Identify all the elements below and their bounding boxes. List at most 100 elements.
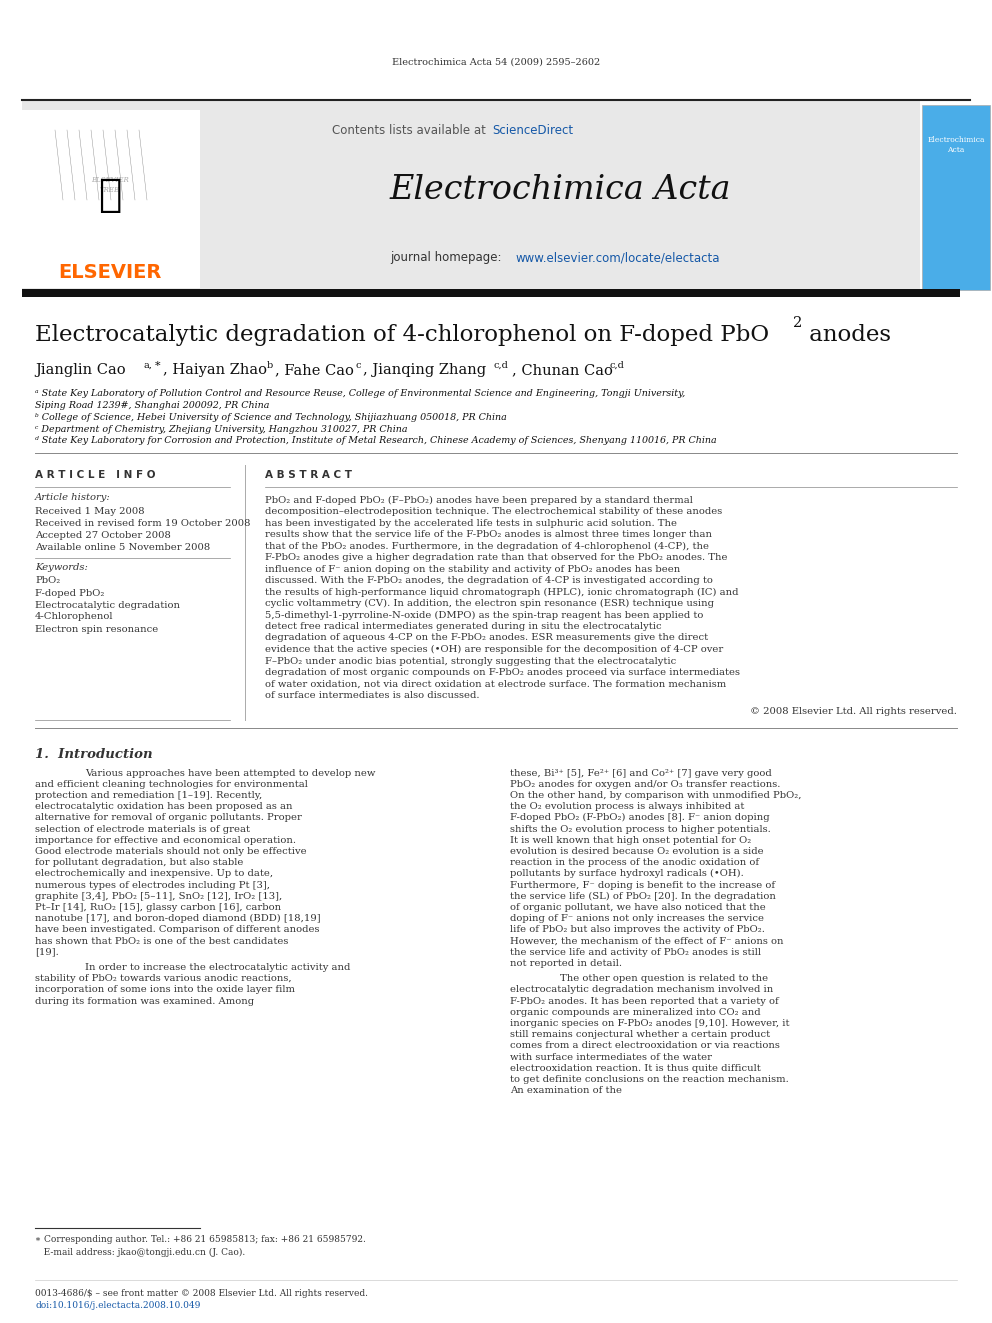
Text: Electrocatalytic degradation: Electrocatalytic degradation xyxy=(35,601,180,610)
Text: evidence that the active species (•OH) are responsible for the decomposition of : evidence that the active species (•OH) a… xyxy=(265,644,723,654)
Text: Electrochimica Acta: Electrochimica Acta xyxy=(389,175,731,206)
Text: F-PbO₂ anodes give a higher degradation rate than that observed for the PbO₂ ano: F-PbO₂ anodes give a higher degradation … xyxy=(265,553,727,562)
Text: 2: 2 xyxy=(793,316,803,329)
Text: and efficient cleaning technologies for environmental: and efficient cleaning technologies for … xyxy=(35,779,308,789)
Text: Electrocatalytic degradation of 4-chlorophenol on F-doped PbO: Electrocatalytic degradation of 4-chloro… xyxy=(35,324,769,347)
Text: selection of electrode materials is of great: selection of electrode materials is of g… xyxy=(35,824,250,833)
Text: reaction in the process of the anodic oxidation of: reaction in the process of the anodic ox… xyxy=(510,859,759,867)
Text: comes from a direct electrooxidation or via reactions: comes from a direct electrooxidation or … xyxy=(510,1041,780,1050)
Text: the service life (SL) of PbO₂ [20]. In the degradation: the service life (SL) of PbO₂ [20]. In t… xyxy=(510,892,776,901)
Text: pollutants by surface hydroxyl radicals (•OH).: pollutants by surface hydroxyl radicals … xyxy=(510,869,744,878)
Text: life of PbO₂ but also improves the activity of PbO₂.: life of PbO₂ but also improves the activ… xyxy=(510,925,765,934)
Text: shifts the O₂ evolution process to higher potentials.: shifts the O₂ evolution process to highe… xyxy=(510,824,771,833)
Text: organic compounds are mineralized into CO₂ and: organic compounds are mineralized into C… xyxy=(510,1008,761,1016)
Text: 🌿: 🌿 xyxy=(98,176,122,214)
Text: Received 1 May 2008: Received 1 May 2008 xyxy=(35,507,145,516)
Text: influence of F⁻ anion doping on the stability and activity of PbO₂ anodes has be: influence of F⁻ anion doping on the stab… xyxy=(265,565,681,573)
Text: ∗: ∗ xyxy=(154,359,162,369)
Text: PbO₂: PbO₂ xyxy=(35,577,61,586)
Text: ᵇ College of Science, Hebei University of Science and Technology, Shijiazhuang 0: ᵇ College of Science, Hebei University o… xyxy=(35,413,507,422)
Text: discussed. With the F-PbO₂ anodes, the degradation of 4-CP is investigated accor: discussed. With the F-PbO₂ anodes, the d… xyxy=(265,576,713,585)
Text: On the other hand, by comparison with unmodified PbO₂,: On the other hand, by comparison with un… xyxy=(510,791,802,800)
Text: the O₂ evolution process is always inhibited at: the O₂ evolution process is always inhib… xyxy=(510,802,744,811)
Text: ∗ Corresponding author. Tel.: +86 21 65985813; fax: +86 21 65985792.: ∗ Corresponding author. Tel.: +86 21 659… xyxy=(35,1236,366,1245)
Text: ᵈ State Key Laboratory for Corrosion and Protection, Institute of Metal Research: ᵈ State Key Laboratory for Corrosion and… xyxy=(35,437,716,446)
Text: A R T I C L E   I N F O: A R T I C L E I N F O xyxy=(35,470,156,480)
Text: Available online 5 November 2008: Available online 5 November 2008 xyxy=(35,542,210,552)
Text: still remains conjectural whether a certain product: still remains conjectural whether a cert… xyxy=(510,1031,770,1039)
Text: detect free radical intermediates generated during in situ the electrocatalytic: detect free radical intermediates genera… xyxy=(265,622,662,631)
Text: protection and remediation [1–19]. Recently,: protection and remediation [1–19]. Recen… xyxy=(35,791,262,800)
Text: c,d: c,d xyxy=(494,360,509,369)
Text: importance for effective and economical operation.: importance for effective and economical … xyxy=(35,836,296,844)
Text: with surface intermediates of the water: with surface intermediates of the water xyxy=(510,1053,712,1061)
Text: 0013-4686/$ – see front matter © 2008 Elsevier Ltd. All rights reserved.: 0013-4686/$ – see front matter © 2008 El… xyxy=(35,1289,368,1298)
Text: a,: a, xyxy=(143,360,152,369)
Text: [19].: [19]. xyxy=(35,947,59,957)
Text: not reported in detail.: not reported in detail. xyxy=(510,959,622,968)
Text: Contents lists available at: Contents lists available at xyxy=(332,123,490,136)
Text: inorganic species on F-PbO₂ anodes [9,10]. However, it: inorganic species on F-PbO₂ anodes [9,10… xyxy=(510,1019,790,1028)
Text: Electron spin resonance: Electron spin resonance xyxy=(35,624,159,634)
Text: A B S T R A C T: A B S T R A C T xyxy=(265,470,352,480)
Text: that of the PbO₂ anodes. Furthermore, in the degradation of 4-chlorophenol (4-CP: that of the PbO₂ anodes. Furthermore, in… xyxy=(265,541,709,550)
Text: alternative for removal of organic pollutants. Proper: alternative for removal of organic pollu… xyxy=(35,814,302,823)
Text: Various approaches have been attempted to develop new: Various approaches have been attempted t… xyxy=(85,769,375,778)
Text: the service life and activity of PbO₂ anodes is still: the service life and activity of PbO₂ an… xyxy=(510,947,761,957)
Text: Siping Road 1239#, Shanghai 200092, PR China: Siping Road 1239#, Shanghai 200092, PR C… xyxy=(35,401,270,410)
Text: to get definite conclusions on the reaction mechanism.: to get definite conclusions on the react… xyxy=(510,1074,789,1084)
Text: © 2008 Elsevier Ltd. All rights reserved.: © 2008 Elsevier Ltd. All rights reserved… xyxy=(750,708,957,717)
Text: Furthermore, F⁻ doping is benefit to the increase of: Furthermore, F⁻ doping is benefit to the… xyxy=(510,881,775,889)
Text: anodes: anodes xyxy=(802,324,891,347)
Text: degradation of most organic compounds on F-PbO₂ anodes proceed via surface inter: degradation of most organic compounds on… xyxy=(265,668,740,677)
Text: Accepted 27 October 2008: Accepted 27 October 2008 xyxy=(35,531,171,540)
Text: , Haiyan Zhao: , Haiyan Zhao xyxy=(163,363,267,377)
Text: F-PbO₂ anodes. It has been reported that a variety of: F-PbO₂ anodes. It has been reported that… xyxy=(510,996,779,1005)
Text: electrooxidation reaction. It is thus quite difficult: electrooxidation reaction. It is thus qu… xyxy=(510,1064,761,1073)
Text: of surface intermediates is also discussed.: of surface intermediates is also discuss… xyxy=(265,691,479,700)
Text: c,d: c,d xyxy=(610,360,625,369)
Text: PbO₂ and F-doped PbO₂ (F–PbO₂) anodes have been prepared by a standard thermal: PbO₂ and F-doped PbO₂ (F–PbO₂) anodes ha… xyxy=(265,495,692,504)
Text: Pt–Ir [14], RuO₂ [15], glassy carbon [16], carbon: Pt–Ir [14], RuO₂ [15], glassy carbon [16… xyxy=(35,902,281,912)
Text: cyclic voltammetry (CV). In addition, the electron spin resonance (ESR) techniqu: cyclic voltammetry (CV). In addition, th… xyxy=(265,599,714,609)
Text: www.elsevier.com/locate/electacta: www.elsevier.com/locate/electacta xyxy=(515,251,719,265)
Text: Received in revised form 19 October 2008: Received in revised form 19 October 2008 xyxy=(35,519,251,528)
Text: doping of F⁻ anions not only increases the service: doping of F⁻ anions not only increases t… xyxy=(510,914,764,923)
Text: incorporation of some ions into the oxide layer film: incorporation of some ions into the oxid… xyxy=(35,986,295,995)
Text: the results of high-performance liquid chromatograph (HPLC), ionic chromatograph: the results of high-performance liquid c… xyxy=(265,587,738,597)
Text: , Fahe Cao: , Fahe Cao xyxy=(275,363,354,377)
Text: It is well known that high onset potential for O₂: It is well known that high onset potenti… xyxy=(510,836,751,844)
Text: Electrochimica Acta 54 (2009) 2595–2602: Electrochimica Acta 54 (2009) 2595–2602 xyxy=(392,57,600,66)
Text: The other open question is related to the: The other open question is related to th… xyxy=(560,974,768,983)
Text: , Chunan Cao: , Chunan Cao xyxy=(512,363,613,377)
Text: ᶜ Department of Chemistry, Zhejiang University, Hangzhou 310027, PR China: ᶜ Department of Chemistry, Zhejiang Univ… xyxy=(35,425,408,434)
Text: , Jianqing Zhang: , Jianqing Zhang xyxy=(363,363,486,377)
Text: degradation of aqueous 4-CP on the F-PbO₂ anodes. ESR measurements give the dire: degradation of aqueous 4-CP on the F-PbO… xyxy=(265,634,708,643)
Text: nanotube [17], and boron-doped diamond (BDD) [18,19]: nanotube [17], and boron-doped diamond (… xyxy=(35,914,320,923)
Text: However, the mechanism of the effect of F⁻ anions on: However, the mechanism of the effect of … xyxy=(510,937,784,946)
Text: electrocatalytic oxidation has been proposed as an: electrocatalytic oxidation has been prop… xyxy=(35,802,293,811)
Text: F-doped PbO₂ (F-PbO₂) anodes [8]. F⁻ anion doping: F-doped PbO₂ (F-PbO₂) anodes [8]. F⁻ ani… xyxy=(510,814,770,823)
Text: during its formation was examined. Among: during its formation was examined. Among xyxy=(35,996,254,1005)
Text: electrochemically and inexpensive. Up to date,: electrochemically and inexpensive. Up to… xyxy=(35,869,273,878)
Text: Good electrode materials should not only be effective: Good electrode materials should not only… xyxy=(35,847,307,856)
Text: In order to increase the electrocatalytic activity and: In order to increase the electrocatalyti… xyxy=(85,963,350,972)
Text: has shown that PbO₂ is one of the best candidates: has shown that PbO₂ is one of the best c… xyxy=(35,937,289,946)
Text: An examination of the: An examination of the xyxy=(510,1086,622,1095)
Text: ᵃ State Key Laboratory of Pollution Control and Resource Reuse, College of Envir: ᵃ State Key Laboratory of Pollution Cont… xyxy=(35,389,685,397)
Text: ELSEVIER
TREE: ELSEVIER TREE xyxy=(91,176,129,193)
Text: b: b xyxy=(267,360,273,369)
Bar xyxy=(22,101,920,290)
Text: for pollutant degradation, but also stable: for pollutant degradation, but also stab… xyxy=(35,859,243,867)
Text: these, Bi³⁺ [5], Fe²⁺ [6] and Co²⁺ [7] gave very good: these, Bi³⁺ [5], Fe²⁺ [6] and Co²⁺ [7] g… xyxy=(510,769,772,778)
Text: c: c xyxy=(356,360,361,369)
Text: F–PbO₂ under anodic bias potential, strongly suggesting that the electrocatalyti: F–PbO₂ under anodic bias potential, stro… xyxy=(265,656,677,665)
Text: numerous types of electrodes including Pt [3],: numerous types of electrodes including P… xyxy=(35,881,270,889)
Text: 5,5-dimethyl-1-pyrroline-N-oxide (DMPO) as the spin-trap reagent has been applie: 5,5-dimethyl-1-pyrroline-N-oxide (DMPO) … xyxy=(265,610,703,619)
Text: E-mail address: jkao@tongji.edu.cn (J. Cao).: E-mail address: jkao@tongji.edu.cn (J. C… xyxy=(35,1248,245,1257)
Bar xyxy=(922,105,990,290)
Text: decomposition–electrodeposition technique. The electrochemical stability of thes: decomposition–electrodeposition techniqu… xyxy=(265,507,722,516)
Text: of water oxidation, not via direct oxidation at electrode surface. The formation: of water oxidation, not via direct oxida… xyxy=(265,680,726,688)
Text: Keywords:: Keywords: xyxy=(35,564,88,573)
Text: F-doped PbO₂: F-doped PbO₂ xyxy=(35,589,104,598)
